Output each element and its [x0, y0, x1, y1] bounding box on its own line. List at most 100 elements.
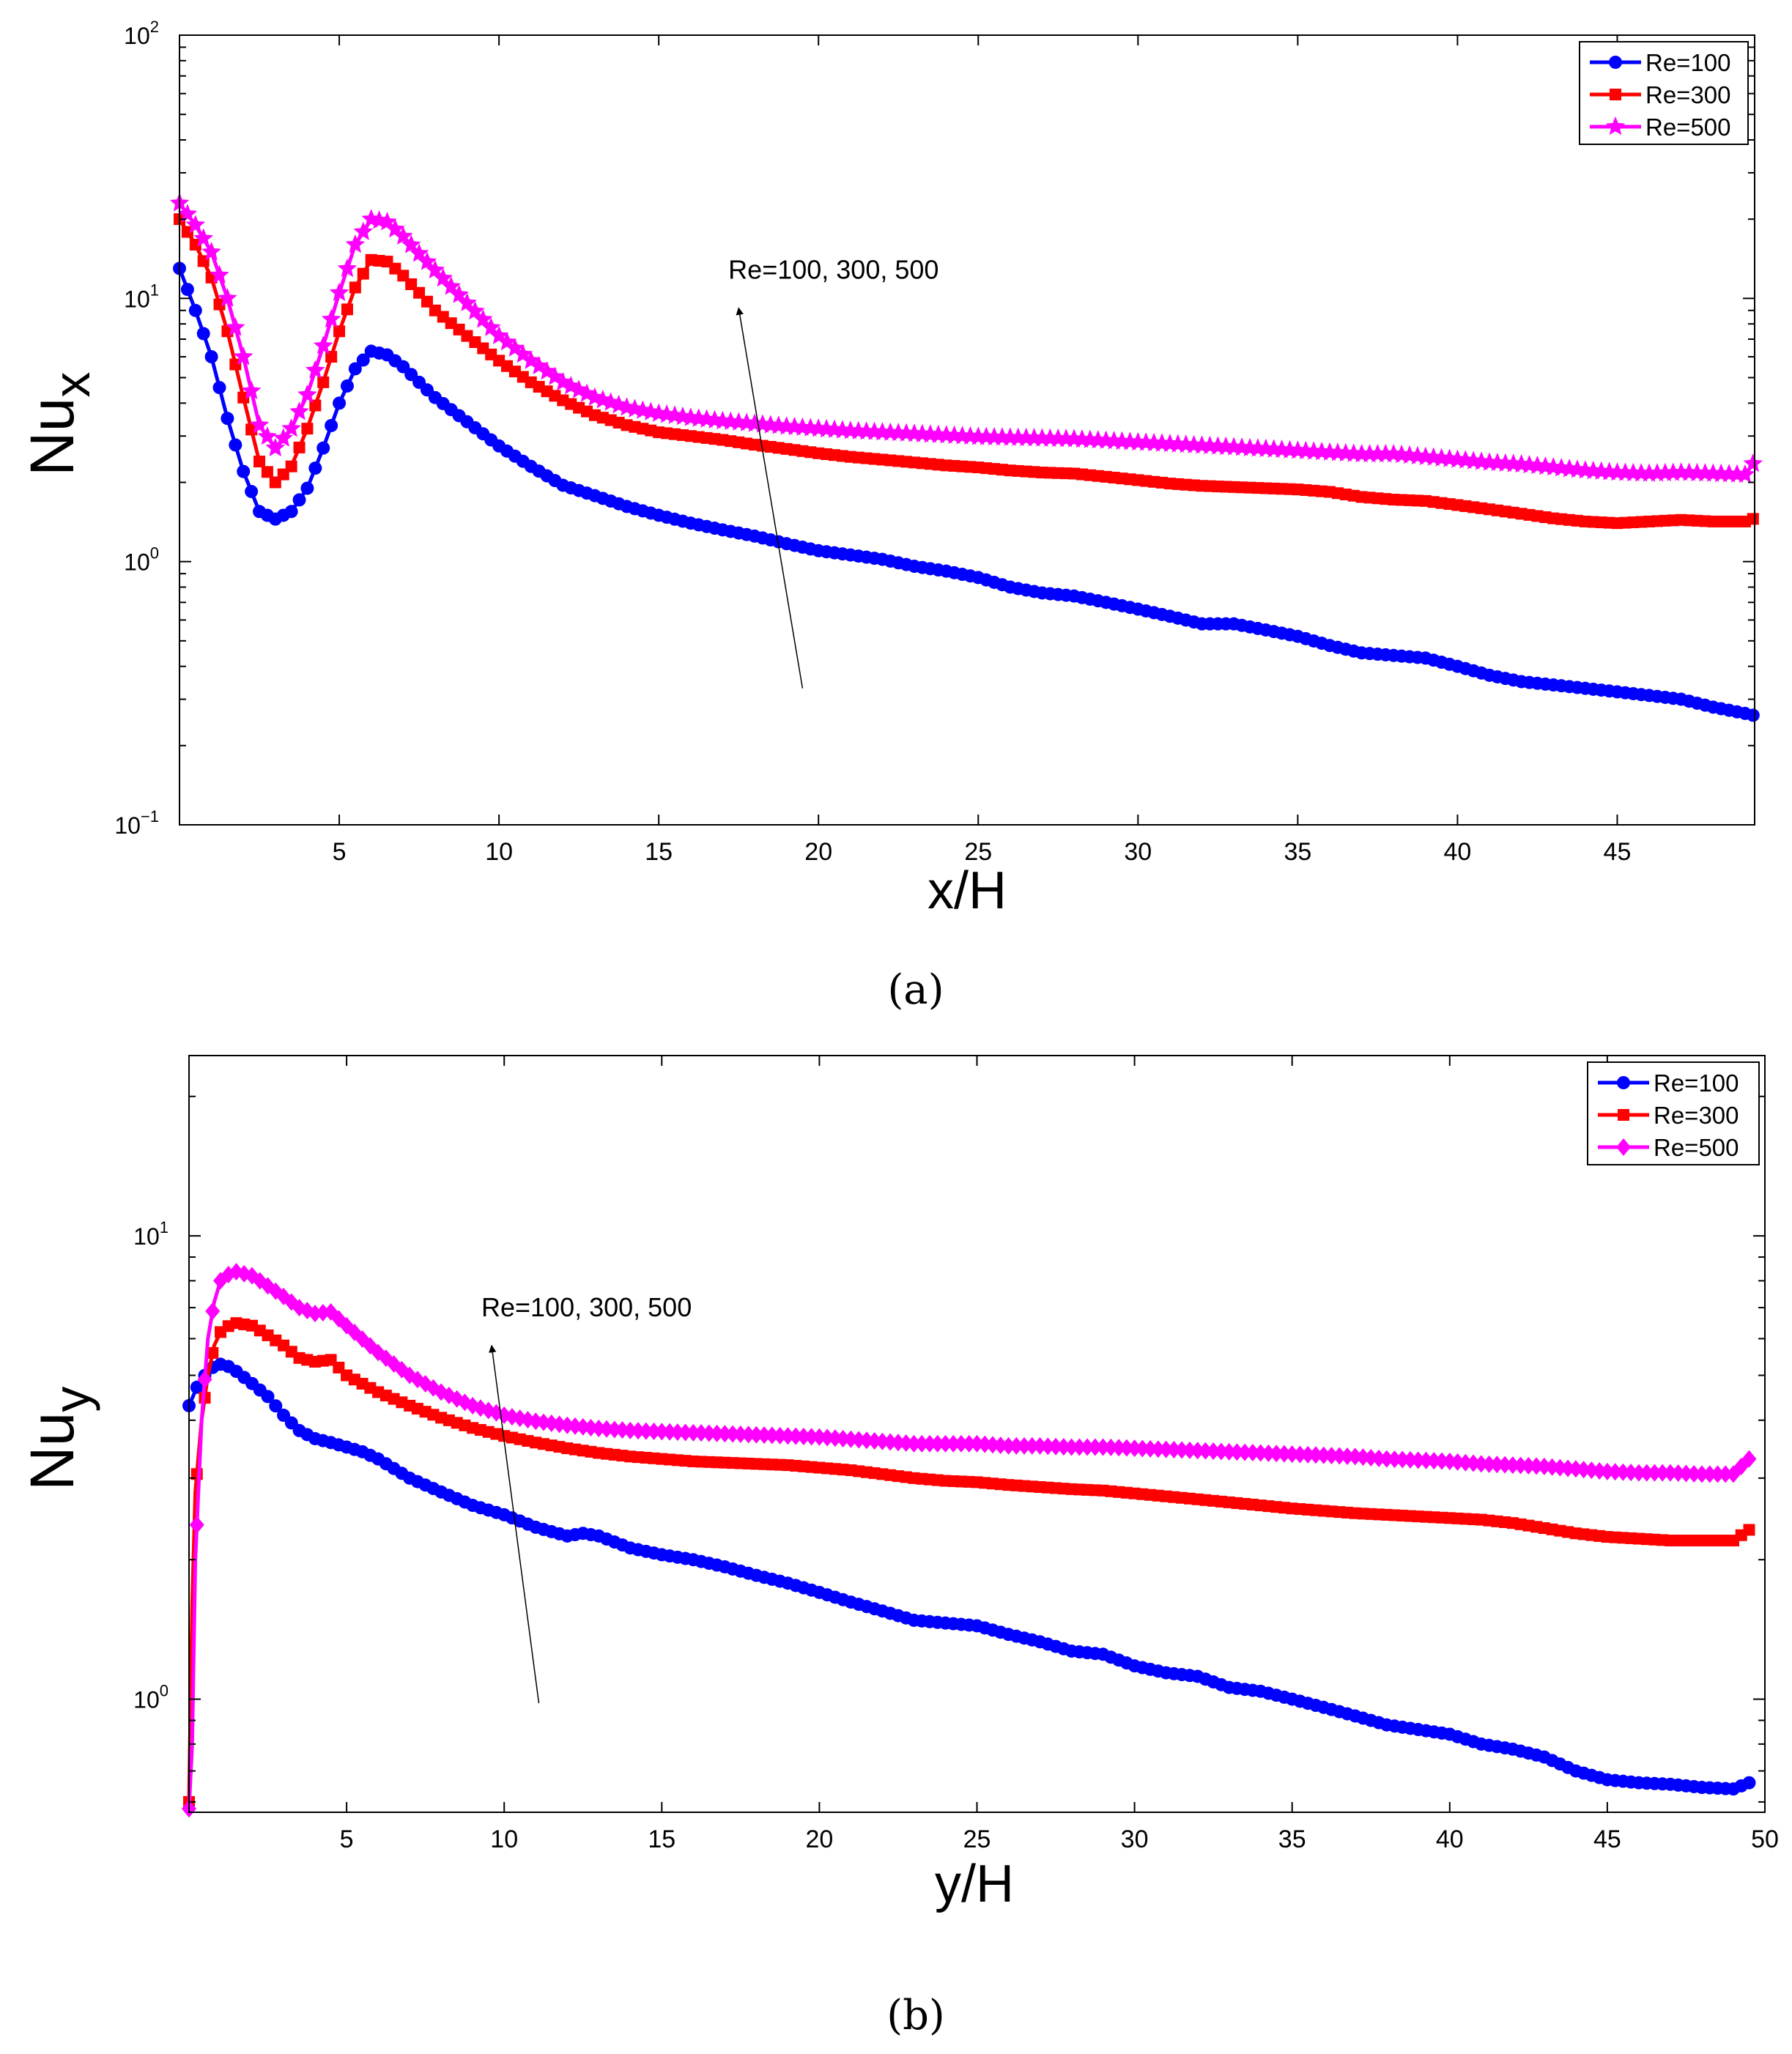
panel-a-point-re100 [212, 381, 226, 395]
panel-a-markers-re500 [169, 193, 1763, 483]
panel-b-point-re500 [1032, 1436, 1048, 1455]
panel-b-point-re500 [1064, 1438, 1079, 1456]
panel-a-point-re300 [213, 298, 226, 311]
panel-b-point-re500 [623, 1421, 638, 1439]
panel-b-point-re500 [1087, 1438, 1103, 1456]
panel-a-point-re500 [329, 282, 349, 301]
panel-b-point-re500 [1174, 1441, 1190, 1459]
panel-a-point-re500 [233, 346, 253, 366]
panel-b-point-re500 [1544, 1458, 1560, 1476]
panel-b-point-re500 [1741, 1450, 1757, 1468]
panel-b-point-re500 [961, 1434, 977, 1453]
panel-a-point-re500 [425, 259, 445, 279]
panel-a-point-re300 [325, 351, 338, 363]
panel-b-point-re500 [993, 1436, 1008, 1455]
panel-b-point-re500 [1237, 1443, 1253, 1461]
panel-b-point-re100 [269, 1399, 283, 1413]
panel-b-point-re500 [1182, 1441, 1197, 1459]
panel-b-point-re500 [922, 1434, 937, 1453]
panel-b: 5 10 15 20 25 30 35 40 45 50 100 101 Nuy y/H Re=100… [18, 1055, 1779, 1913]
panel-a-point-re100 [237, 464, 251, 478]
panel-a-point-re500 [257, 426, 278, 445]
panel-a-point-re100 [1746, 708, 1760, 722]
panel-b-point-re500 [1127, 1439, 1142, 1458]
panel-b-point-re500 [953, 1434, 969, 1453]
panel-b-point-re500 [631, 1422, 646, 1440]
panel-b-point-re500 [764, 1426, 780, 1445]
panel-b-annotation-text: Re=100, 300, 500 [481, 1292, 692, 1322]
panel-b-point-re500 [1363, 1449, 1379, 1467]
panel-b-point-re500 [1371, 1449, 1387, 1467]
panel-a-point-re100 [316, 441, 330, 455]
panel-b-legend: Re=100 Re=300 Re=500 [1587, 1061, 1760, 1165]
panel-b-point-re500 [189, 1516, 204, 1534]
panel-b-point-re500 [757, 1426, 772, 1445]
panel-b-point-re100 [190, 1380, 204, 1394]
panel-b-point-re500 [654, 1423, 670, 1441]
panel-a-point-re100 [180, 283, 194, 297]
panel-b-point-re500 [1269, 1445, 1284, 1463]
panel-b-point-re500 [1694, 1465, 1709, 1483]
panel-b-point-re500 [1024, 1436, 1040, 1455]
caption-b: (b) [886, 1992, 945, 2039]
panel-a-point-re300 [413, 286, 426, 299]
panel-b-point-re500 [1536, 1457, 1552, 1475]
panel-b-point-re500 [1135, 1439, 1150, 1458]
panel-a-point-re100 [229, 438, 242, 452]
panel-a-point-re500 [433, 268, 453, 287]
panel-b-point-re500 [867, 1431, 882, 1450]
panel-a-xtick-label: 45 [1604, 838, 1632, 866]
panel-a-xtick-label: 25 [964, 838, 992, 866]
panel-b-point-re500 [969, 1434, 985, 1453]
panel-b-point-re500 [946, 1434, 961, 1453]
panel-b-point-re500 [772, 1426, 788, 1445]
panel-b-point-re500 [678, 1423, 693, 1442]
panel-b-point-re500 [1418, 1451, 1434, 1469]
panel-a-point-re100 [284, 505, 298, 519]
panel-b-point-re500 [1198, 1442, 1213, 1460]
panel-a-point-re500 [265, 437, 286, 456]
panel-b-point-re500 [1615, 1463, 1631, 1481]
panel-a-point-re100 [221, 412, 234, 426]
panel-b-point-re500 [646, 1422, 662, 1440]
panel-b-point-re500 [906, 1434, 922, 1453]
panel-a-point-re100 [356, 353, 370, 367]
panel-a-point-re300 [189, 238, 201, 251]
panel-b-point-re500 [914, 1434, 930, 1453]
panel-b-point-re500 [591, 1420, 607, 1438]
panel-b-point-re500 [1190, 1442, 1205, 1460]
panel-b-point-re500 [1670, 1464, 1686, 1483]
panel-b-point-re500 [985, 1436, 1001, 1454]
panel-b-point-re500 [1410, 1451, 1426, 1469]
panel-a-point-re300 [317, 376, 330, 388]
panel-a-point-re100 [188, 303, 202, 317]
panel-b-ytick-label: 101 [133, 1218, 169, 1250]
panel-b-legend-label-re300: Re=300 [1654, 1102, 1739, 1129]
panel-b-point-re500 [859, 1431, 874, 1450]
panel-b-point-re500 [875, 1432, 890, 1450]
panel-b-point-re500 [1623, 1464, 1639, 1482]
panel-b-point-re500 [1521, 1456, 1536, 1475]
panel-b-point-re500 [717, 1425, 733, 1443]
panel-a-xtick-label: 10 [485, 838, 513, 866]
panel-a-point-re300 [285, 460, 297, 472]
panel-a-legend-label-re100: Re=100 [1645, 49, 1731, 76]
panel-b-point-re500 [788, 1427, 804, 1445]
panel-b-point-re500 [205, 1302, 221, 1320]
panel-b-point-re500 [820, 1428, 835, 1447]
panel-b-point-re500 [1662, 1464, 1678, 1482]
panel-b-point-re500 [1150, 1440, 1166, 1458]
panel-a-xtick-label: 15 [645, 838, 673, 866]
panel-a-point-re500 [201, 242, 221, 261]
panel-b-point-re500 [1166, 1441, 1182, 1459]
panel-b-point-re500 [1655, 1464, 1670, 1482]
panel-b-ytick-label: 100 [133, 1682, 169, 1713]
panel-b-point-re500 [1158, 1440, 1174, 1458]
panel-b-point-re500 [1332, 1447, 1347, 1465]
panel-b-point-re500 [1505, 1456, 1520, 1475]
panel-a-point-re500 [281, 418, 301, 437]
panel-b-xlabel: y/H [935, 1855, 1014, 1913]
panel-b-markers-re300 [183, 1317, 1755, 1808]
panel-b-point-re500 [749, 1425, 764, 1444]
panel-b-point-re500 [1560, 1459, 1576, 1478]
